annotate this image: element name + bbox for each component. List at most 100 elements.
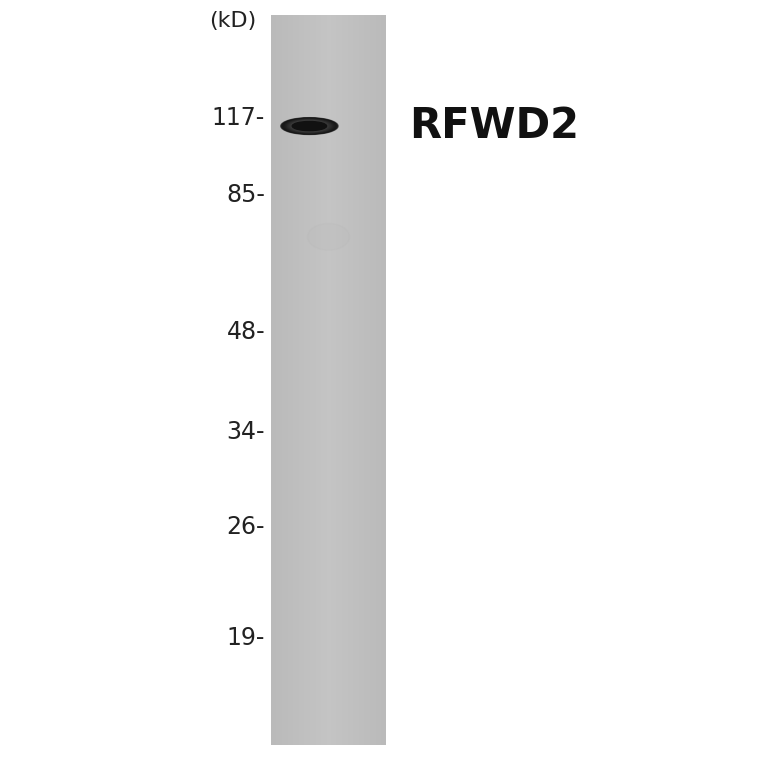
Bar: [374, 15, 376, 745]
Bar: [288, 15, 289, 745]
Bar: [379, 15, 380, 745]
Bar: [366, 15, 367, 745]
Bar: [367, 15, 368, 745]
Bar: [339, 15, 340, 745]
Bar: [272, 15, 273, 745]
Bar: [348, 15, 350, 745]
Bar: [321, 15, 322, 745]
Bar: [292, 15, 293, 745]
Bar: [352, 15, 353, 745]
Bar: [280, 15, 281, 745]
Bar: [310, 15, 311, 745]
Bar: [327, 15, 328, 745]
Bar: [304, 15, 305, 745]
Bar: [379, 15, 380, 745]
Bar: [377, 15, 378, 745]
Bar: [292, 15, 293, 745]
Bar: [376, 15, 377, 745]
Bar: [312, 15, 313, 745]
Bar: [311, 15, 312, 745]
Bar: [355, 15, 356, 745]
Bar: [341, 15, 342, 745]
Bar: [353, 15, 354, 745]
Ellipse shape: [291, 121, 328, 131]
Bar: [383, 15, 384, 745]
Bar: [332, 15, 333, 745]
Bar: [296, 15, 297, 745]
Bar: [331, 15, 332, 745]
Bar: [301, 15, 302, 745]
Bar: [348, 15, 349, 745]
Bar: [313, 15, 314, 745]
Bar: [382, 15, 383, 745]
Bar: [332, 15, 333, 745]
Text: 19-: 19-: [227, 626, 265, 650]
Bar: [280, 15, 281, 745]
Bar: [321, 15, 322, 745]
Bar: [343, 15, 344, 745]
Bar: [337, 15, 338, 745]
Bar: [319, 15, 320, 745]
Bar: [318, 15, 319, 745]
Bar: [282, 15, 283, 745]
Bar: [271, 15, 272, 745]
Bar: [285, 15, 286, 745]
Bar: [341, 15, 342, 745]
Bar: [307, 15, 308, 745]
Bar: [278, 15, 280, 745]
Bar: [319, 15, 320, 745]
Bar: [383, 15, 384, 745]
Bar: [282, 15, 283, 745]
Bar: [378, 15, 379, 745]
Ellipse shape: [287, 120, 332, 132]
Bar: [303, 15, 304, 745]
Bar: [296, 15, 297, 745]
Bar: [364, 15, 365, 745]
Bar: [334, 15, 335, 745]
Bar: [289, 15, 290, 745]
Bar: [361, 15, 362, 745]
Bar: [329, 15, 330, 745]
Bar: [287, 15, 289, 745]
Bar: [313, 15, 315, 745]
Bar: [330, 15, 331, 745]
Bar: [315, 15, 316, 745]
Bar: [371, 15, 372, 745]
Bar: [287, 15, 288, 745]
Bar: [286, 15, 287, 745]
Bar: [328, 15, 329, 745]
Bar: [312, 15, 313, 745]
Bar: [328, 15, 329, 745]
Bar: [350, 15, 351, 745]
Bar: [281, 15, 282, 745]
Bar: [362, 15, 363, 745]
Bar: [276, 15, 277, 745]
Bar: [346, 15, 347, 745]
Bar: [276, 15, 277, 745]
Bar: [334, 15, 335, 745]
Bar: [368, 15, 370, 745]
Bar: [299, 15, 300, 745]
Bar: [339, 15, 341, 745]
Ellipse shape: [286, 119, 332, 133]
Bar: [384, 15, 385, 745]
Bar: [309, 15, 310, 745]
Bar: [354, 15, 355, 745]
Bar: [285, 15, 286, 745]
Bar: [286, 15, 287, 745]
Bar: [291, 15, 292, 745]
Bar: [347, 15, 348, 745]
Bar: [358, 15, 359, 745]
Bar: [308, 15, 309, 745]
Bar: [365, 15, 366, 745]
Bar: [380, 15, 381, 745]
Bar: [332, 15, 333, 745]
Text: 48-: 48-: [226, 320, 265, 345]
Bar: [368, 15, 369, 745]
Bar: [367, 15, 368, 745]
Bar: [283, 15, 284, 745]
Bar: [302, 15, 303, 745]
Bar: [295, 15, 296, 745]
Bar: [352, 15, 353, 745]
Bar: [325, 15, 326, 745]
